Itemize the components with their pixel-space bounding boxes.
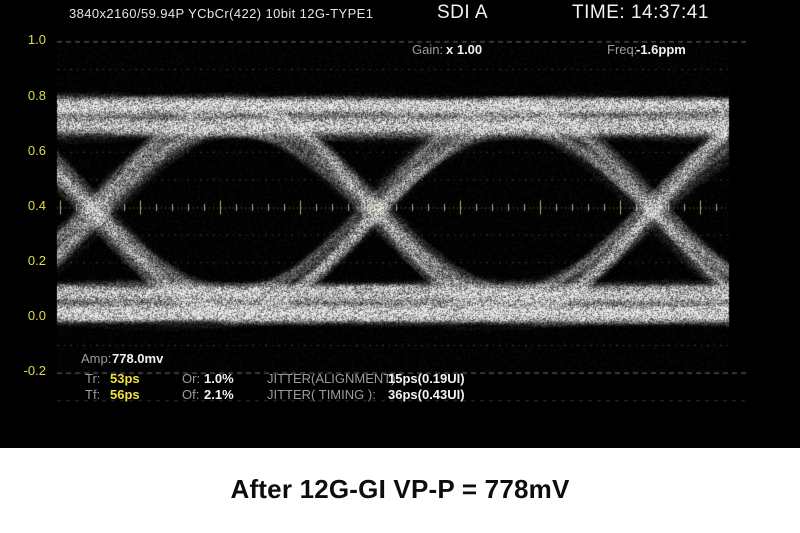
sdi-analyzer-screen: 3840x2160/59.94P YCbCr(422) 10bit 12G-TY… [0, 0, 800, 448]
freq-value: -1.6ppm [636, 42, 686, 57]
y-axis-label--0.2: -0.2 [23, 363, 46, 378]
figure-caption: After 12G-GI VP-P = 778mV [230, 474, 570, 504]
fall-time-value: 56ps [110, 387, 140, 402]
jitter-timing-label: JITTER( TIMING ): [267, 387, 376, 402]
amp-label: Amp: [81, 351, 112, 366]
y-axis-label-0.2: 0.2 [27, 253, 46, 268]
freq-label: Freq: [607, 42, 638, 57]
gain-value: x 1.00 [446, 42, 483, 57]
video-format-info: 3840x2160/59.94P YCbCr(422) 10bit 12G-TY… [69, 6, 374, 21]
y-axis-label-0.4: 0.4 [27, 198, 46, 213]
eye-diagram-canvas [0, 0, 800, 448]
overshoot-rise-value: 1.0% [204, 371, 234, 386]
y-axis-label-1.0: 1.0 [27, 32, 46, 47]
jitter-alignment-label: JITTER(ALIGNMENT): [267, 371, 400, 386]
input-channel-label: SDI A [437, 2, 489, 23]
gain-label: Gain: [412, 42, 444, 57]
overshoot-fall-value: 2.1% [204, 387, 234, 402]
amp-value: 778.0mv [112, 351, 164, 366]
jitter-alignment-value: 15ps(0.19UI) [388, 371, 465, 386]
y-axis-label-0.8: 0.8 [27, 88, 46, 103]
overshoot-fall-label: Of: [182, 387, 200, 402]
fall-time-label: Tf: [85, 387, 101, 402]
rise-time-value: 53ps [110, 371, 140, 386]
rise-time-label: Tr: [85, 371, 101, 386]
time-display: TIME: 14:37:41 [572, 2, 709, 23]
overshoot-rise-label: Or: [182, 371, 201, 386]
jitter-timing-value: 36ps(0.43UI) [388, 387, 465, 402]
y-axis-label-0.0: 0.0 [27, 308, 46, 323]
y-axis-label-0.6: 0.6 [27, 143, 46, 158]
